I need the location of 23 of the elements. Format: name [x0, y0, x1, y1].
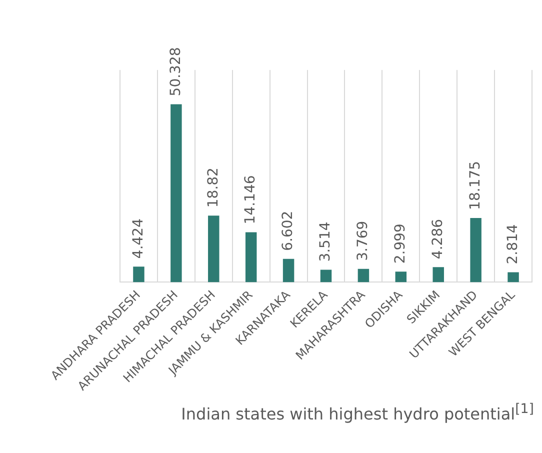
data-label: 14.146 — [242, 175, 259, 224]
bar — [170, 104, 182, 282]
data-label: 3.769 — [355, 220, 372, 261]
bar — [508, 272, 519, 282]
bar — [245, 232, 257, 282]
bar — [208, 216, 220, 282]
data-label: 18.82 — [205, 168, 222, 208]
data-label: 2.814 — [504, 224, 521, 264]
bar — [282, 258, 294, 282]
data-label: 4.424 — [130, 218, 146, 259]
data-label: 18.175 — [467, 160, 484, 210]
data-label: 2.999 — [392, 224, 409, 264]
data-label: 6.602 — [280, 210, 296, 251]
bar — [133, 266, 144, 282]
bar — [470, 218, 482, 282]
bar — [395, 272, 407, 282]
text: Indian states with highest hydro potential$^{[1]}$ — [181, 402, 534, 424]
bar — [320, 270, 332, 282]
data-label: 4.286 — [430, 218, 446, 260]
data-label: 3.514 — [318, 222, 334, 262]
bar — [358, 268, 370, 282]
data-label: 50.328 — [168, 47, 184, 96]
bar — [432, 267, 444, 282]
